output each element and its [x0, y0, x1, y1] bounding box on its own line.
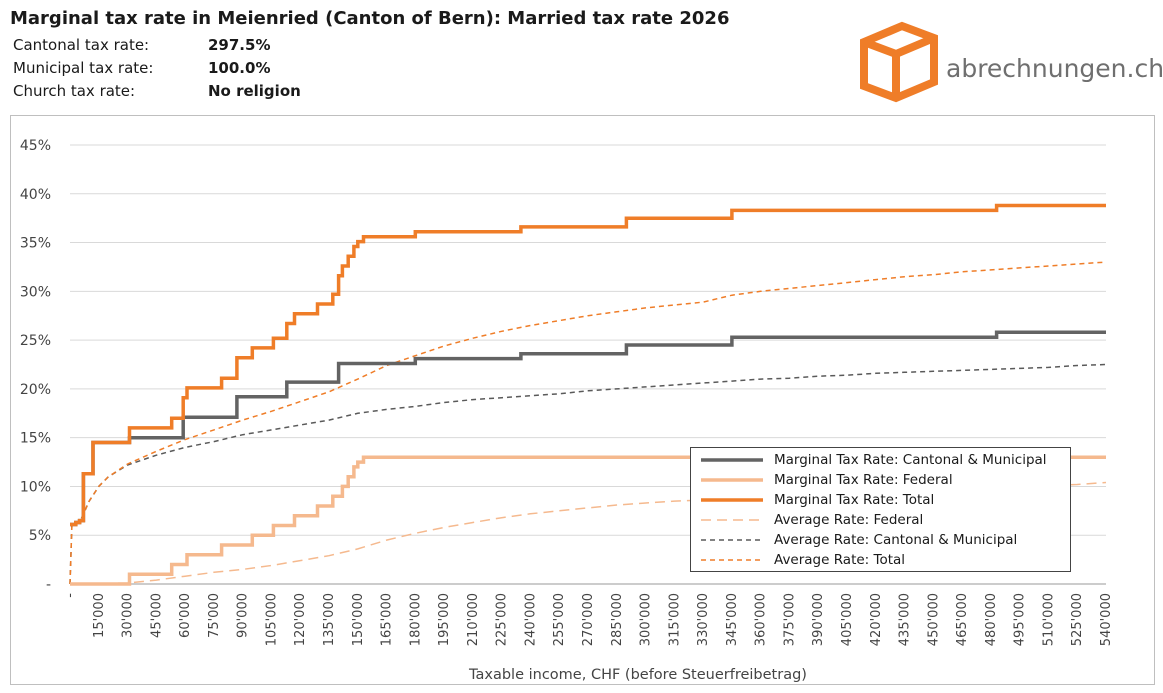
x-tick-label: 135'000: [322, 593, 337, 646]
x-tick-label: 405'000: [840, 593, 855, 646]
chart-area: [10, 115, 1155, 685]
y-tick-label: 25%: [20, 333, 51, 349]
y-tick-label: 40%: [20, 187, 51, 203]
legend-swatch: [701, 478, 763, 482]
legend-swatch: [701, 498, 763, 502]
legend-label: Average Rate: Federal: [774, 512, 924, 528]
x-tick-label: 150'000: [351, 593, 366, 646]
x-tick-label: 270'000: [581, 593, 596, 646]
x-tick-label: 180'000: [408, 593, 423, 646]
box-logo-icon: [860, 21, 938, 103]
brand-name: abrechnungen.ch: [946, 54, 1163, 83]
x-tick-label: -: [63, 593, 78, 598]
chart-legend: Marginal Tax Rate: Cantonal & Municipal …: [690, 447, 1071, 572]
x-tick-label: 465'000: [955, 593, 970, 646]
x-tick-label: 105'000: [264, 593, 279, 646]
series-line: [70, 203, 1106, 527]
x-tick-label: 510'000: [1041, 593, 1056, 646]
legend-swatch: [701, 539, 763, 541]
legend-swatch: [701, 458, 763, 462]
church-tax-rate-label: Church tax rate:: [13, 82, 136, 100]
municipal-tax-rate-value: 100.0%: [208, 59, 271, 77]
x-tick-label: 375'000: [782, 593, 797, 646]
y-tick-label: 20%: [20, 382, 51, 398]
x-tick-label: 30'000: [121, 593, 136, 638]
y-tick-label: -: [46, 577, 51, 593]
cantonal-tax-rate-row: Cantonal tax rate: 297.5%: [13, 36, 270, 54]
chart-title: Marginal tax rate in Meienried (Canton o…: [10, 8, 730, 29]
legend-label: Marginal Tax Rate: Federal: [774, 472, 953, 488]
x-tick-label: 525'000: [1070, 593, 1085, 646]
x-tick-label: 450'000: [926, 593, 941, 646]
x-tick-label: 495'000: [1013, 593, 1028, 646]
x-tick-label: 480'000: [984, 593, 999, 646]
church-tax-rate-row: Church tax rate: No religion: [13, 82, 301, 100]
x-tick-label: 540'000: [1099, 593, 1114, 646]
legend-item-marginal-total: Marginal Tax Rate: Total: [701, 490, 934, 510]
x-tick-label: 420'000: [869, 593, 884, 646]
y-tick-label: 30%: [20, 284, 51, 300]
x-tick-label: 60'000: [178, 593, 193, 638]
y-tick-label: 45%: [20, 138, 51, 154]
series-line: [69, 481, 1107, 585]
municipal-tax-rate-label: Municipal tax rate:: [13, 59, 154, 77]
legend-swatch: [701, 519, 763, 521]
series-line: [69, 261, 1107, 585]
legend-label: Average Rate: Cantonal & Municipal: [774, 532, 1018, 548]
y-tick-label: 15%: [20, 431, 51, 447]
x-axis-title: Taxable income, CHF (before Steuerfreibe…: [468, 667, 807, 683]
y-tick-label: 5%: [29, 528, 51, 544]
legend-label: Marginal Tax Rate: Total: [774, 492, 935, 508]
x-tick-label: 240'000: [523, 593, 538, 646]
x-tick-label: 165'000: [380, 593, 395, 646]
series-line: [69, 363, 1107, 585]
y-tick-label: 10%: [20, 479, 51, 495]
legend-item-average-federal: Average Rate: Federal: [701, 510, 923, 530]
legend-label: Marginal Tax Rate: Cantonal & Municipal: [774, 452, 1047, 468]
legend-label: Average Rate: Total: [774, 552, 906, 568]
legend-item-marginal-cantonal-municipal: Marginal Tax Rate: Cantonal & Municipal: [701, 450, 1047, 470]
x-tick-label: 255'000: [552, 593, 567, 646]
cantonal-tax-rate-value: 297.5%: [208, 36, 271, 54]
x-tick-label: 300'000: [639, 593, 654, 646]
x-tick-label: 90'000: [236, 593, 251, 638]
x-tick-label: 315'000: [667, 593, 682, 646]
brand-logo: abrechnungen.ch: [858, 20, 1163, 104]
series-line: [70, 455, 1106, 586]
legend-item-average-cantonal-municipal: Average Rate: Cantonal & Municipal: [701, 530, 1017, 550]
x-tick-label: 330'000: [696, 593, 711, 646]
legend-item-marginal-federal: Marginal Tax Rate: Federal: [701, 470, 953, 490]
x-tick-label: 390'000: [811, 593, 826, 646]
x-tick-label: 360'000: [754, 593, 769, 646]
x-tick-label: 120'000: [293, 593, 308, 646]
x-tick-label: 285'000: [610, 593, 625, 646]
legend-swatch: [701, 559, 763, 561]
x-tick-label: 75'000: [207, 593, 222, 638]
x-tick-label: 345'000: [725, 593, 740, 646]
x-tick-label: 15'000: [92, 593, 107, 638]
x-tick-label: 195'000: [437, 593, 452, 646]
cantonal-tax-rate-label: Cantonal tax rate:: [13, 36, 150, 54]
y-tick-label: 35%: [20, 236, 51, 252]
x-tick-label: 225'000: [495, 593, 510, 646]
church-tax-rate-value: No religion: [208, 82, 301, 100]
x-tick-label: 210'000: [466, 593, 481, 646]
x-tick-label: 435'000: [898, 593, 913, 646]
x-tick-label: 45'000: [149, 593, 164, 638]
municipal-tax-rate-row: Municipal tax rate: 100.0%: [13, 59, 270, 77]
legend-item-average-total: Average Rate: Total: [701, 550, 905, 570]
